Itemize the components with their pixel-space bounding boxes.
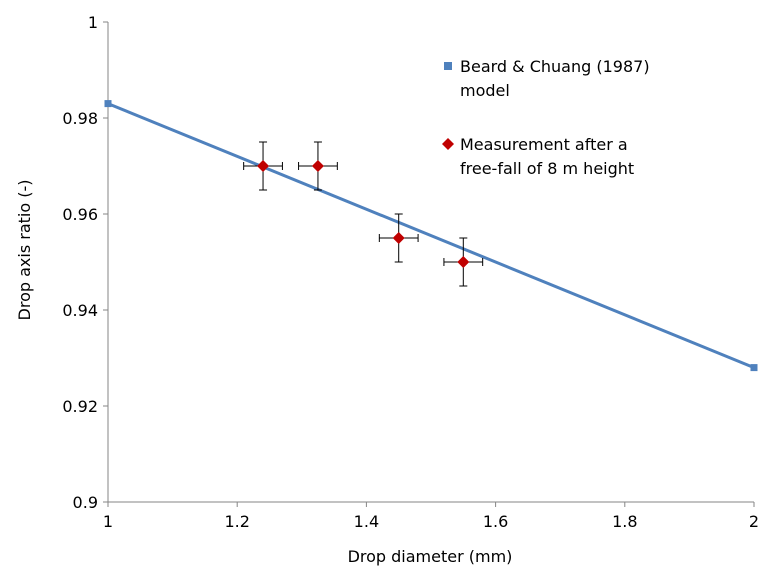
y-tick-label: 0.94 [62,301,98,320]
y-tick-label: 0.9 [73,493,98,512]
y-tick-label: 1 [88,13,98,32]
x-tick-label: 1.8 [612,512,637,531]
x-tick-label: 1.4 [354,512,379,531]
y-tick-label: 0.92 [62,397,98,416]
legend-marker-square [444,62,452,70]
series [104,100,758,372]
y-tick-label: 0.96 [62,205,98,224]
ticks: 0.9 0.92 0.94 0.96 0.98 1 1 1.2 1.4 1.6 1.8 2 [62,13,759,531]
measurement-point [311,160,324,172]
y-tick-label: 0.98 [62,109,98,128]
measurement-point [457,256,470,268]
model-point [750,364,758,372]
x-axis-title: Drop diameter (mm) [348,547,513,566]
x-tick-label: 1 [103,512,113,531]
y-axis-title: Drop axis ratio (-) [15,180,34,321]
legend-label: Beard & Chuang (1987) [460,57,650,76]
legend: Beard & Chuang (1987) model Measurement af… [442,57,650,178]
legend-label: free-fall of 8 m height [460,159,634,178]
legend-marker-diamond [442,138,454,150]
measurement-point [257,160,270,172]
model-line [107,102,755,369]
measurement-point [392,232,405,244]
legend-label: Measurement after a [460,135,628,154]
legend-label: model [460,81,510,100]
x-tick-label: 2 [749,512,759,531]
model-point [104,100,112,108]
x-tick-label: 1.6 [483,512,508,531]
x-tick-label: 1.2 [224,512,249,531]
